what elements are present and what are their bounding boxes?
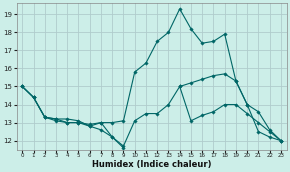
X-axis label: Humidex (Indice chaleur): Humidex (Indice chaleur) [92,159,211,169]
